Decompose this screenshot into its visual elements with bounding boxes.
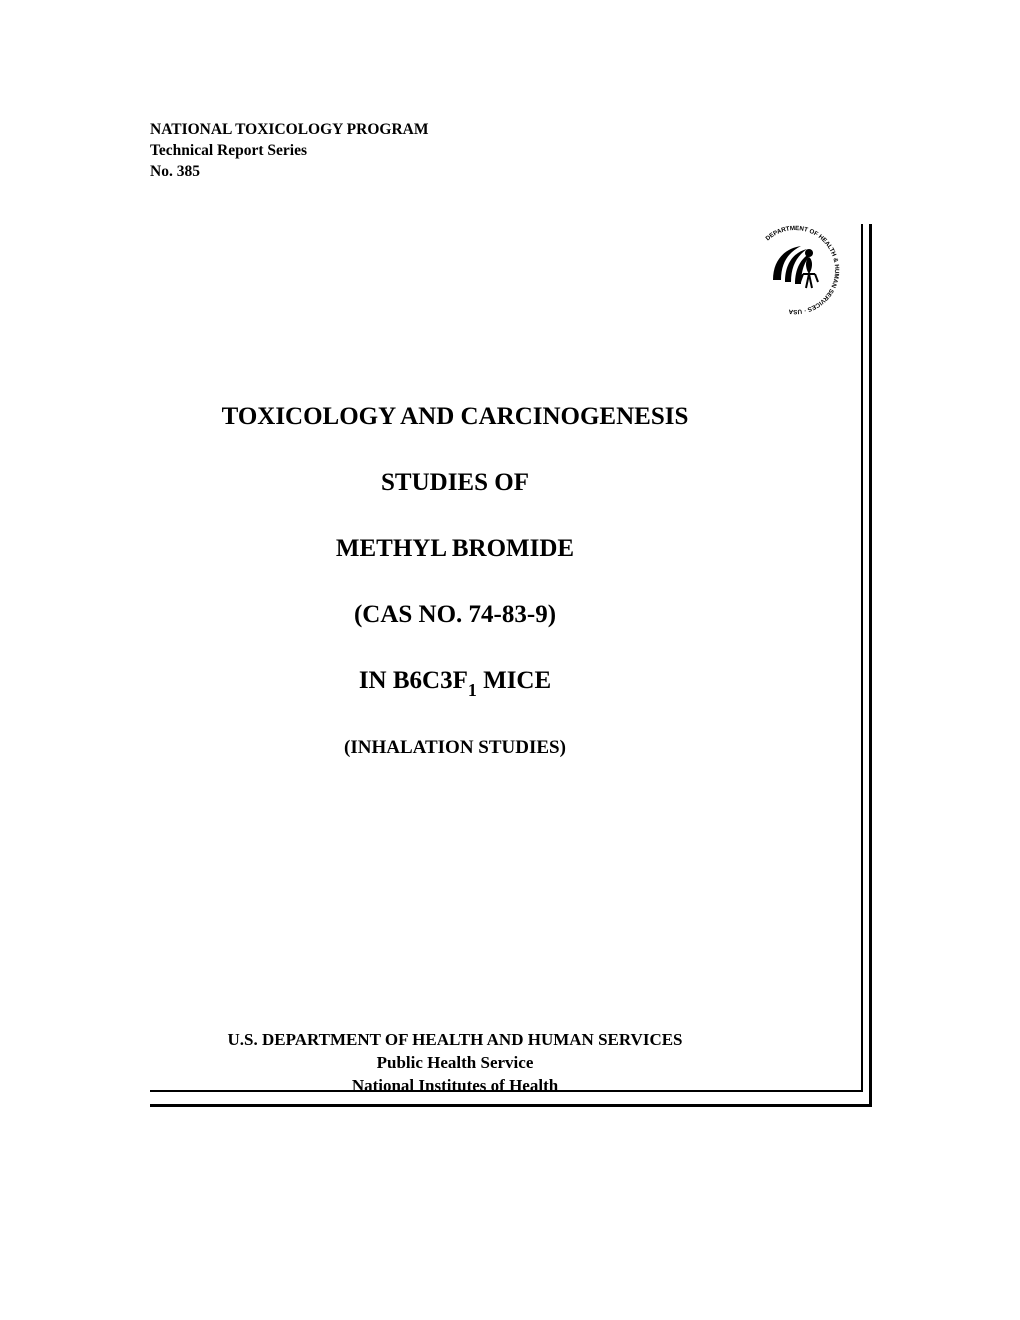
footer-institutes: National Institutes of Health: [150, 1075, 760, 1098]
frame-horizontal-inner: [150, 1090, 863, 1092]
title-block: TOXICOLOGY AND CARCINOGENESIS STUDIES OF…: [150, 403, 875, 759]
header-block: NATIONAL TOXICOLOGY PROGRAM Technical Re…: [150, 120, 875, 183]
hhs-seal-icon: DEPARTMENT OF HEALTH & HUMAN SERVICES · …: [745, 220, 845, 320]
frame-horizontal-outer: [150, 1104, 872, 1107]
title-line-5-prefix: IN B6C3F: [359, 667, 468, 694]
title-line-4: (CAS NO. 74-83-9): [150, 601, 760, 629]
title-line-5-subscript: 1: [468, 680, 477, 700]
title-line-5: IN B6C3F1 MICE: [150, 667, 760, 699]
footer-block: U.S. DEPARTMENT OF HEALTH AND HUMAN SERV…: [150, 1029, 875, 1098]
footer-service: Public Health Service: [150, 1052, 760, 1075]
title-line-2: STUDIES OF: [150, 469, 760, 497]
document-page: NATIONAL TOXICOLOGY PROGRAM Technical Re…: [0, 0, 1020, 1320]
title-line-1: TOXICOLOGY AND CARCINOGENESIS: [150, 403, 760, 431]
header-series: Technical Report Series: [150, 141, 875, 162]
footer-department: U.S. DEPARTMENT OF HEALTH AND HUMAN SERV…: [150, 1029, 760, 1052]
header-report-number: No. 385: [150, 162, 875, 183]
hhs-logo: DEPARTMENT OF HEALTH & HUMAN SERVICES · …: [745, 220, 845, 320]
subtitle-line: (INHALATION STUDIES): [150, 737, 760, 759]
title-line-3: METHYL BROMIDE: [150, 535, 760, 563]
header-program-name: NATIONAL TOXICOLOGY PROGRAM: [150, 120, 875, 141]
frame-vertical-outer: [869, 224, 872, 1106]
frame-vertical-inner: [861, 224, 863, 1090]
title-line-5-suffix: MICE: [477, 667, 551, 694]
